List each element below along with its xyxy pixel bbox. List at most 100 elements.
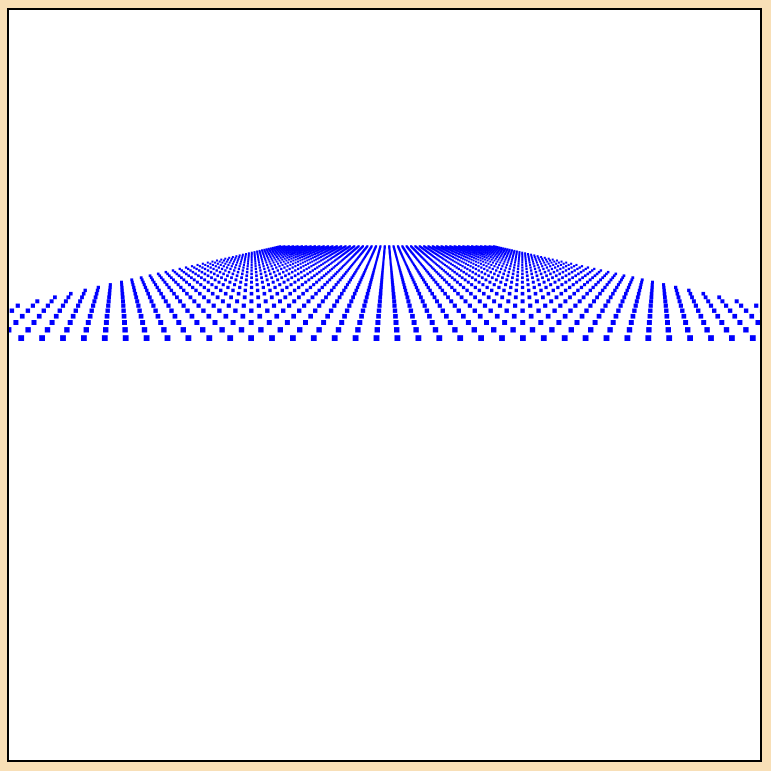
grid-point [284, 246, 287, 248]
grid-point [287, 303, 292, 308]
grid-point [229, 259, 232, 262]
grid-point [226, 285, 230, 290]
grid-point [340, 291, 344, 296]
grid-point [193, 266, 196, 269]
grid-point [210, 291, 215, 296]
grid-point [103, 327, 109, 333]
grid-point [312, 263, 315, 266]
grid-point [404, 291, 409, 296]
grid-point [510, 327, 516, 333]
grid-point [163, 299, 168, 304]
grid-point [340, 259, 343, 262]
grid-point [436, 245, 439, 248]
grid-point [693, 303, 698, 308]
grid-point [413, 265, 416, 268]
grid-point [231, 262, 234, 265]
grid-point [445, 280, 449, 284]
grid-point [202, 285, 206, 290]
grid-point [397, 263, 400, 266]
grid-point [299, 256, 301, 259]
grid-point [452, 253, 455, 255]
grid-point [560, 283, 564, 287]
grid-point [591, 276, 594, 280]
grid-point [477, 280, 481, 284]
grid-point [463, 278, 467, 282]
grid-point [380, 276, 384, 280]
grid-point [383, 245, 386, 248]
grid-point [431, 259, 434, 262]
grid-point [470, 258, 473, 261]
grid-point [364, 295, 369, 300]
grid-point [344, 262, 347, 265]
grid-point [342, 288, 346, 293]
grid-point [300, 253, 303, 256]
grid-point [591, 285, 595, 290]
grid-point [458, 274, 461, 278]
grid-point [249, 299, 254, 304]
grid-point [664, 313, 670, 319]
grid-canvas[interactable] [9, 10, 760, 760]
grid-point [247, 258, 250, 261]
grid-point [266, 266, 270, 269]
grid-point [521, 256, 524, 258]
grid-point [166, 272, 169, 276]
grid-point [576, 288, 580, 293]
grid-point [521, 263, 524, 266]
grid-point [404, 262, 407, 265]
grid-point [329, 257, 332, 260]
grid-point [60, 303, 66, 308]
grid-point [449, 251, 452, 254]
grid-point [490, 288, 494, 293]
grid-point [203, 267, 207, 271]
grid-point [323, 283, 327, 287]
grid-point [211, 303, 216, 308]
grid-point [411, 278, 415, 282]
grid-point [521, 257, 524, 260]
grid-point [284, 320, 290, 325]
grid-point [151, 278, 154, 282]
grid-point [396, 245, 399, 248]
grid-point [494, 278, 498, 282]
grid-point [406, 299, 411, 304]
grid-point [318, 246, 321, 249]
grid-point [317, 288, 321, 293]
grid-point [281, 249, 284, 252]
grid-point [494, 250, 497, 253]
grid-point [233, 283, 237, 287]
grid-point [592, 320, 598, 325]
grid-point [282, 256, 285, 258]
grid-point [156, 272, 160, 276]
grid-point [448, 274, 452, 278]
grid-point [312, 245, 315, 248]
grid-point [445, 252, 448, 255]
grid-point [456, 308, 461, 313]
grid-point [475, 255, 478, 258]
grid-point [342, 258, 344, 261]
grid-point [436, 263, 439, 266]
grid-point [540, 256, 543, 258]
grid-point [261, 262, 264, 265]
grid-point [737, 320, 743, 325]
grid-point [432, 278, 436, 282]
grid-point [543, 256, 546, 259]
grid-point [370, 245, 373, 248]
grid-point [449, 249, 452, 252]
grid-point [460, 256, 463, 259]
grid-point [708, 303, 714, 308]
grid-point [471, 251, 474, 254]
grid-point [647, 313, 653, 319]
grid-point [302, 265, 305, 268]
grid-point [471, 270, 474, 274]
grid-point [293, 252, 295, 255]
grid-point [324, 295, 328, 300]
grid-point [167, 285, 171, 290]
grid-point [498, 256, 501, 259]
grid-point [219, 327, 225, 333]
grid-point [405, 263, 408, 266]
grid-point [353, 272, 356, 276]
grid-point [492, 253, 495, 255]
grid-point [481, 257, 484, 260]
grid-point [228, 256, 231, 259]
grid-point [439, 266, 442, 269]
grid-point [475, 247, 478, 250]
